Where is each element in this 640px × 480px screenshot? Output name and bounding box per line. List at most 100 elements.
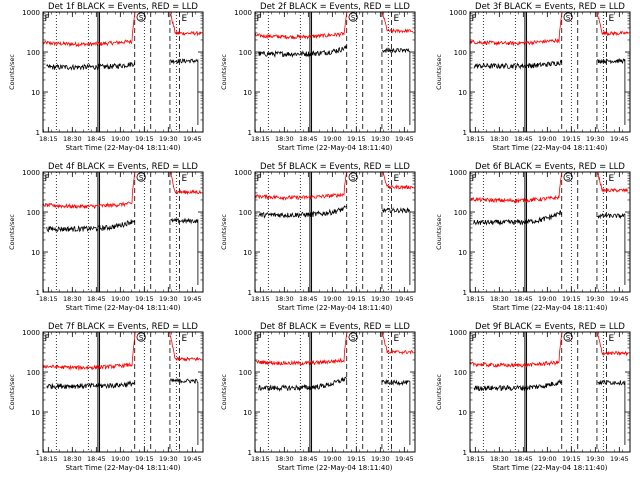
marker-label-s: S xyxy=(351,334,356,342)
y-tick-label: 1 xyxy=(463,449,467,457)
events-series-pre xyxy=(258,376,347,392)
marker-label-s: S xyxy=(139,174,144,182)
lld-series-post xyxy=(382,172,414,190)
events-series-post xyxy=(382,46,411,125)
x-axis-label: Start Time (22-May-04 18:11:40) xyxy=(65,144,180,152)
plot-frame xyxy=(469,171,631,293)
y-tick-label: 1 xyxy=(463,129,467,137)
x-tick-label: 19:15 xyxy=(347,455,366,463)
marker-label-f: F xyxy=(45,334,50,344)
y-tick-label: 1 xyxy=(36,289,40,297)
x-tick-label: 18:15 xyxy=(39,135,58,143)
x-tick-label: 19:15 xyxy=(562,135,581,143)
x-tick-label: 18:30 xyxy=(63,135,82,143)
plot-frame xyxy=(469,331,631,453)
marker-label-s: S xyxy=(139,334,144,342)
chart-title: Det 8f BLACK = Events, RED = LLD xyxy=(260,322,410,332)
y-axis-label: Counts/sec xyxy=(435,214,443,250)
marker-label-f: F xyxy=(472,14,477,24)
x-tick-label: 18:30 xyxy=(275,295,294,303)
lld-series-pre xyxy=(255,172,347,201)
marker-label-e: E xyxy=(609,14,615,24)
y-axis-label: Counts/sec xyxy=(435,374,443,410)
x-tick-label: 19:15 xyxy=(135,135,154,143)
x-tick-label: 19:00 xyxy=(538,295,557,303)
plot-frame xyxy=(42,11,204,133)
events-series-post xyxy=(170,217,199,285)
y-tick-label: 1 xyxy=(463,289,467,297)
marker-label-f: F xyxy=(45,174,50,184)
lld-series-pre xyxy=(470,12,563,47)
y-tick-label: 10 xyxy=(243,89,252,97)
lld-series-post xyxy=(169,12,202,37)
marker-label-s: S xyxy=(566,334,571,342)
events-series-pre xyxy=(46,62,135,71)
x-tick-label: 18:45 xyxy=(299,295,318,303)
y-tick-label: 10 xyxy=(31,249,40,257)
x-tick-label: 19:15 xyxy=(562,295,581,303)
y-tick-label: 1000 xyxy=(22,329,40,337)
chart-panel-det-1: Det 1f BLACK = Events, RED = LLD Counts/s… xyxy=(8,2,204,152)
x-tick-label: 19:45 xyxy=(395,455,414,463)
marker-label-s-ring xyxy=(136,332,146,342)
lld-series-post xyxy=(169,332,202,362)
marker-label-f: F xyxy=(472,334,477,344)
x-tick-label: 19:30 xyxy=(371,295,390,303)
y-tick-label: 1 xyxy=(36,449,40,457)
x-axis-label: Start Time (22-May-04 18:11:40) xyxy=(277,304,392,312)
lld-series-post xyxy=(382,12,414,34)
plot-frame xyxy=(254,331,416,453)
lld-series-pre xyxy=(43,12,136,48)
y-tick-label: 1000 xyxy=(449,329,467,337)
x-tick-label: 19:45 xyxy=(610,135,629,143)
x-tick-label: 18:15 xyxy=(466,455,485,463)
lld-series-post xyxy=(596,12,629,37)
lld-series-pre xyxy=(255,12,348,40)
marker-label-e: E xyxy=(394,14,400,24)
x-tick-label: 19:45 xyxy=(395,295,414,303)
x-tick-label: 18:45 xyxy=(514,295,533,303)
marker-label-s-ring xyxy=(563,172,573,182)
x-tick-label: 19:15 xyxy=(135,455,154,463)
x-tick-label: 18:45 xyxy=(87,455,106,463)
x-tick-label: 19:30 xyxy=(159,295,178,303)
y-tick-label: 1 xyxy=(36,129,40,137)
y-tick-label: 100 xyxy=(239,369,252,377)
chart-title: Det 3f BLACK = Events, RED = LLD xyxy=(475,2,625,12)
x-tick-label: 19:45 xyxy=(183,295,202,303)
x-tick-label: 19:00 xyxy=(538,135,557,143)
x-tick-label: 18:45 xyxy=(514,135,533,143)
y-tick-label: 100 xyxy=(454,209,467,217)
y-tick-label: 100 xyxy=(27,49,40,57)
x-tick-label: 18:30 xyxy=(275,135,294,143)
marker-label-f: F xyxy=(257,334,262,344)
chart-panel-det-2: Det 2f BLACK = Events, RED = LLD Counts/s… xyxy=(220,2,416,152)
x-tick-label: 19:15 xyxy=(562,455,581,463)
y-tick-label: 10 xyxy=(458,249,467,257)
x-tick-label: 19:30 xyxy=(371,135,390,143)
marker-label-s-ring xyxy=(348,172,358,182)
y-tick-label: 10 xyxy=(243,409,252,417)
events-series-pre xyxy=(46,219,135,233)
x-tick-label: 19:00 xyxy=(323,455,342,463)
marker-label-f: F xyxy=(45,14,50,24)
y-tick-label: 1000 xyxy=(234,9,252,17)
marker-label-s: S xyxy=(351,14,356,22)
marker-label-e: E xyxy=(182,334,188,344)
x-axis-label: Start Time (22-May-04 18:11:40) xyxy=(492,144,607,152)
x-tick-label: 18:15 xyxy=(39,455,58,463)
y-axis-label: Counts/sec xyxy=(8,374,16,410)
x-tick-label: 18:15 xyxy=(466,295,485,303)
marker-label-s-ring xyxy=(563,12,573,22)
x-tick-label: 19:00 xyxy=(323,295,342,303)
y-tick-label: 1000 xyxy=(449,169,467,177)
events-series-post xyxy=(597,58,626,125)
y-tick-label: 1000 xyxy=(22,169,40,177)
x-tick-label: 19:00 xyxy=(111,295,130,303)
y-tick-label: 1000 xyxy=(234,169,252,177)
x-tick-label: 18:30 xyxy=(490,455,509,463)
x-tick-label: 19:30 xyxy=(371,455,390,463)
x-tick-label: 19:30 xyxy=(159,455,178,463)
marker-label-f: F xyxy=(257,14,262,24)
